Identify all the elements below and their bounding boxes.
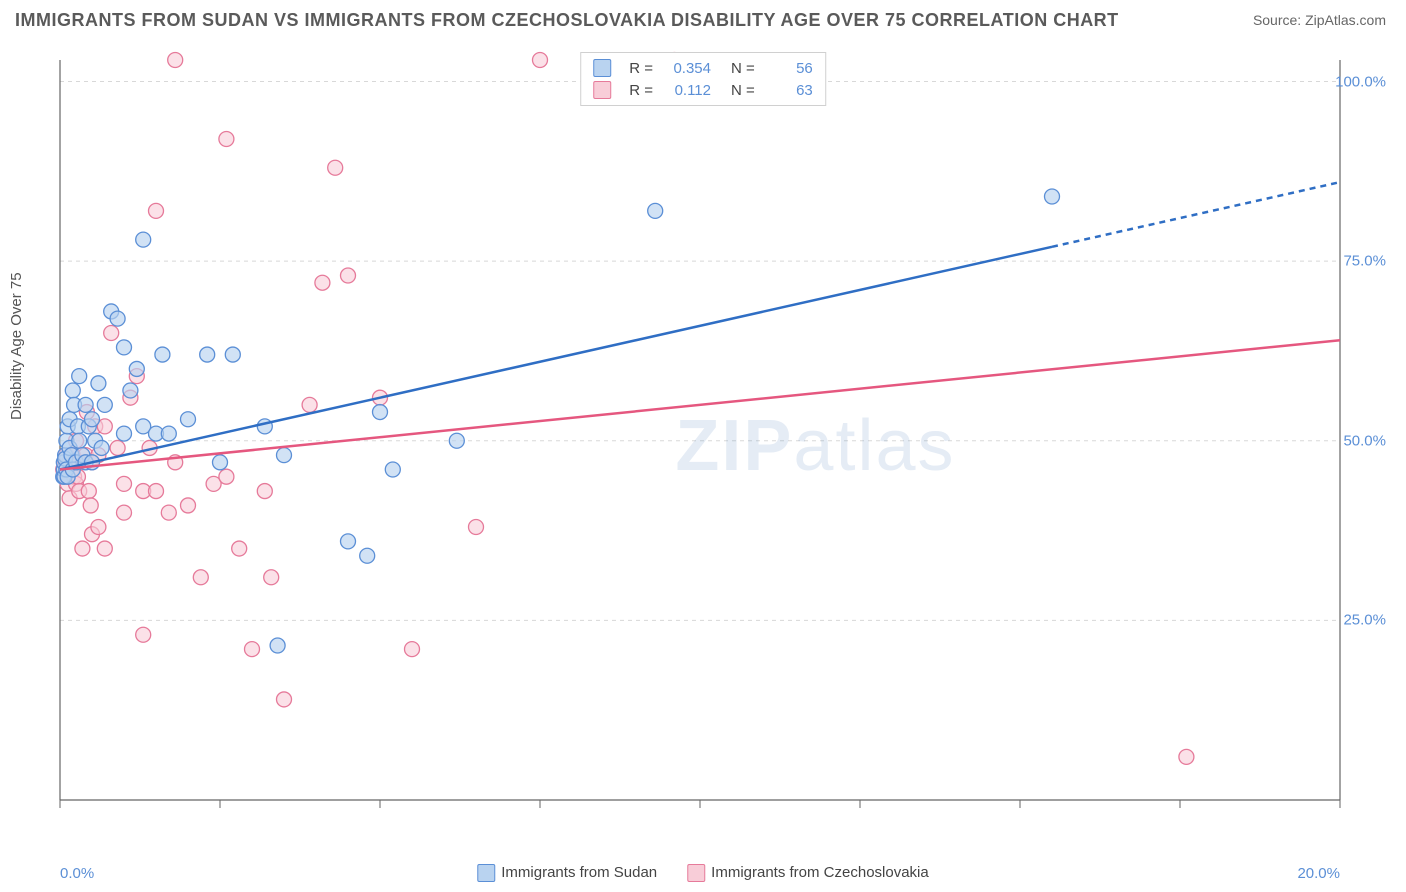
n-value: 56 [763, 60, 813, 77]
r-value: 0.354 [661, 60, 711, 77]
x-tick-label: 20.0% [1297, 865, 1340, 882]
y-tick-label: 50.0% [1343, 432, 1386, 449]
legend-swatch [593, 81, 611, 99]
x-tick-label: 0.0% [60, 865, 94, 882]
legend-swatch [593, 59, 611, 77]
r-label: R = [629, 82, 653, 99]
legend-label: Immigrants from Czechoslovakia [711, 864, 929, 881]
y-tick-label: 100.0% [1335, 73, 1386, 90]
y-tick-label: 25.0% [1343, 612, 1386, 629]
chart-source: Source: ZipAtlas.com [1253, 12, 1386, 28]
y-tick-label: 75.0% [1343, 253, 1386, 270]
scatter-chart-svg [50, 50, 1350, 830]
legend-swatch [477, 864, 495, 882]
legend-swatch [687, 864, 705, 882]
chart-area [50, 50, 1350, 830]
correlation-legend-box: R = 0.354 N = 56 R = 0.112 N = 63 [580, 52, 826, 106]
legend-row: R = 0.112 N = 63 [593, 79, 813, 101]
legend-row: R = 0.354 N = 56 [593, 57, 813, 79]
legend-item: Immigrants from Czechoslovakia [687, 864, 929, 882]
chart-title: IMMIGRANTS FROM SUDAN VS IMMIGRANTS FROM… [15, 10, 1119, 31]
legend-item: Immigrants from Sudan [477, 864, 657, 882]
y-axis-label: Disability Age Over 75 [8, 272, 25, 420]
n-label: N = [731, 60, 755, 77]
r-label: R = [629, 60, 653, 77]
legend-label: Immigrants from Sudan [501, 864, 657, 881]
n-value: 63 [763, 82, 813, 99]
n-label: N = [731, 82, 755, 99]
r-value: 0.112 [661, 82, 711, 99]
series-legend: Immigrants from Sudan Immigrants from Cze… [477, 864, 928, 882]
